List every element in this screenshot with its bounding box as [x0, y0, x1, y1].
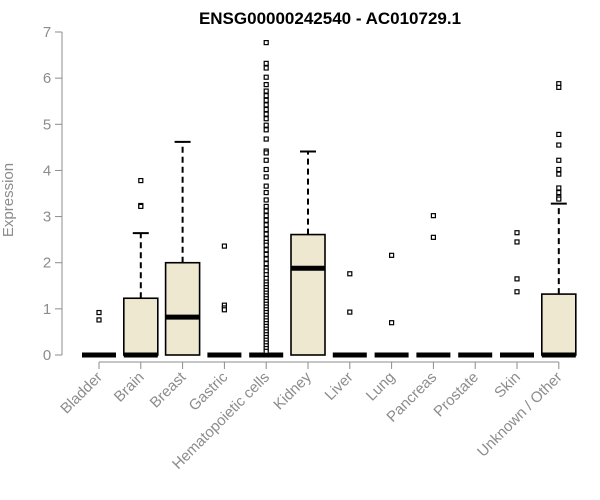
- outlier-point: [263, 116, 269, 122]
- outlier-point: [430, 213, 436, 219]
- outlier-point: [556, 166, 562, 173]
- outlier-point: [263, 166, 269, 173]
- box-group: [290, 150, 326, 356]
- y-tick-label: 0: [43, 347, 51, 364]
- outlier-point: [263, 251, 269, 258]
- y-tick-label: 4: [43, 162, 51, 179]
- y-tick-label: 2: [43, 255, 51, 272]
- outlier-point: [263, 183, 269, 189]
- outlier-point: [263, 150, 269, 156]
- outlier-point: [263, 197, 269, 203]
- outlier-point: [556, 131, 562, 138]
- outlier-point: [263, 111, 269, 117]
- outlier-point: [263, 88, 269, 94]
- box-group: [500, 230, 534, 358]
- y-axis: 0 1 2 3 4 5 6 7: [43, 24, 63, 364]
- outlier-point: [263, 74, 269, 80]
- outlier-point: [263, 226, 269, 233]
- box-rect: [123, 297, 159, 356]
- outlier-point: [556, 171, 562, 177]
- outlier-point: [221, 243, 227, 249]
- outlier-point: [263, 93, 269, 99]
- outlier-point: [263, 222, 269, 228]
- box-group: [416, 213, 451, 358]
- x-tick-label: Bladder: [57, 369, 106, 418]
- x-tick-label: Breast: [147, 368, 190, 411]
- outlier-point: [138, 177, 144, 184]
- box-group: [249, 40, 284, 358]
- outlier-point: [347, 309, 353, 315]
- outlier-point: [263, 256, 269, 262]
- outlier-point: [556, 157, 562, 163]
- y-tick-label: 6: [43, 70, 51, 87]
- outlier-point: [556, 142, 562, 148]
- x-tick-label: Kidney: [270, 368, 315, 413]
- outlier-point: [263, 157, 269, 163]
- box-group: [123, 177, 159, 358]
- x-tick-label: Liver: [322, 369, 357, 404]
- box-group: [332, 271, 367, 358]
- outlier-point: [389, 320, 395, 326]
- outlier-point: [263, 40, 269, 46]
- outlier-point: [514, 239, 520, 245]
- outlier-point: [263, 102, 269, 108]
- outlier-point: [263, 122, 269, 128]
- box-rect: [290, 233, 326, 356]
- outlier-point: [263, 60, 269, 66]
- outlier-point: [263, 136, 269, 142]
- box-group: [164, 140, 201, 356]
- box-group: [540, 81, 577, 358]
- outlier-point: [556, 84, 562, 90]
- outlier-point: [263, 261, 269, 267]
- chart-title: ENSG00000242540 - AC010729.1: [199, 9, 461, 28]
- outlier-point: [263, 213, 269, 219]
- box-group: [82, 309, 116, 358]
- x-tick-label: Skin: [491, 369, 524, 402]
- outlier-point: [263, 97, 269, 103]
- outlier-point: [221, 307, 227, 313]
- box-group: [207, 243, 242, 358]
- outlier-point: [263, 247, 269, 253]
- outlier-point: [514, 289, 520, 295]
- outlier-point: [556, 189, 562, 196]
- outlier-point: [514, 276, 520, 282]
- y-tick-label: 3: [43, 209, 51, 226]
- outlier-point: [556, 185, 562, 191]
- outlier-point: [514, 230, 520, 236]
- outlier-point: [263, 174, 269, 180]
- outlier-point: [347, 271, 353, 277]
- outlier-point: [263, 208, 269, 214]
- outlier-point: [389, 252, 395, 258]
- x-tick-label: Brain: [111, 369, 148, 406]
- outlier-point: [263, 231, 269, 237]
- outlier-point: [263, 348, 269, 354]
- outlier-point: [263, 242, 269, 248]
- y-tick-label: 5: [43, 116, 51, 133]
- outlier-point: [263, 203, 269, 210]
- outlier-point: [263, 189, 269, 196]
- x-tick-label: Lung: [363, 369, 399, 405]
- box-group: [374, 252, 409, 358]
- outlier-point: [430, 234, 436, 240]
- box-rect: [540, 293, 577, 356]
- y-axis-label: Expression: [0, 163, 17, 237]
- outlier-point: [138, 203, 144, 210]
- outlier-point: [263, 65, 269, 71]
- outlier-point: [96, 309, 102, 316]
- x-tick-label: Prostate: [430, 369, 482, 421]
- box-rect: [164, 261, 201, 356]
- outlier-point: [263, 127, 269, 133]
- outlier-point: [263, 106, 269, 113]
- y-tick-label: 7: [43, 24, 51, 41]
- plot-area: [82, 40, 577, 358]
- outlier-point: [96, 317, 102, 323]
- outlier-point: [263, 217, 269, 223]
- outlier-point: [556, 196, 562, 202]
- outlier-point: [263, 82, 269, 88]
- y-tick-label: 1: [43, 301, 51, 318]
